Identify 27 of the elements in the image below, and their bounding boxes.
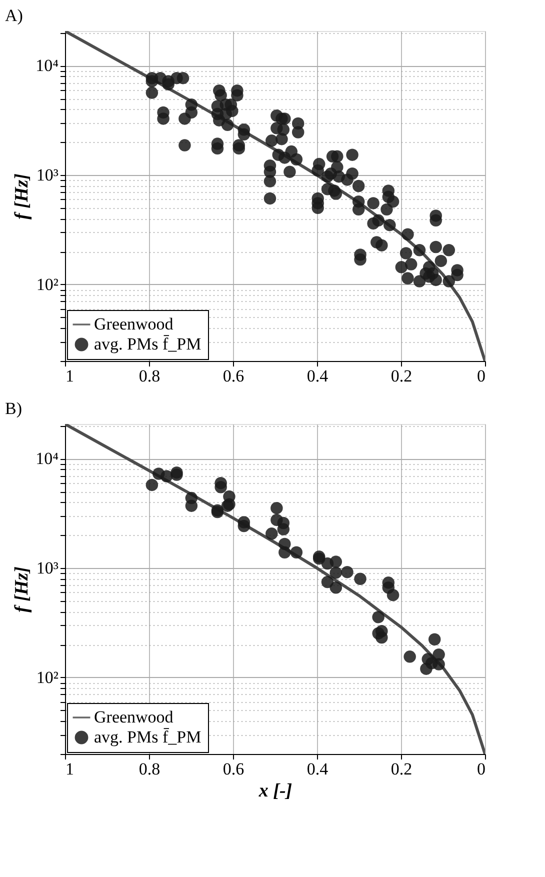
chart-title: B) <box>5 399 22 418</box>
chart-title: A) <box>5 6 23 25</box>
x-tick-label: 1 <box>66 760 74 778</box>
y-axis-title: f [Hz] <box>12 174 33 220</box>
x-tick-label: 0.2 <box>390 366 412 386</box>
x-tick-label: 0.4 <box>306 760 329 778</box>
y-tick-label: 10³ <box>36 558 58 578</box>
x-tick-label: 0 <box>477 366 486 386</box>
y-tick-label: 10² <box>36 274 58 294</box>
legend-label: avg. PMs f̄_PM <box>94 728 202 746</box>
x-tick-label: 0.6 <box>222 760 244 778</box>
x-tick-label: 0.8 <box>138 366 160 386</box>
legend-label: Greenwood <box>94 708 174 726</box>
legend-label: Greenwood <box>94 314 174 334</box>
y-tick-label: 10⁴ <box>36 56 59 76</box>
x-axis-title: x [-] <box>258 780 292 802</box>
x-tick-label: 0.4 <box>306 366 329 386</box>
x-tick-label: 0 <box>477 760 486 778</box>
y-tick-label: 10³ <box>36 166 58 185</box>
y-axis-title: f [Hz] <box>12 566 33 612</box>
x-tick-label: 0.2 <box>390 760 412 778</box>
y-tick-label: 10⁴ <box>36 449 59 468</box>
x-tick-label: 0.6 <box>222 366 244 386</box>
x-tick-label: 0.8 <box>138 760 160 778</box>
x-tick-label: 1 <box>66 366 74 386</box>
legend-label: avg. PMs f̄_PM <box>94 334 202 354</box>
y-tick-label: 10² <box>36 668 58 687</box>
